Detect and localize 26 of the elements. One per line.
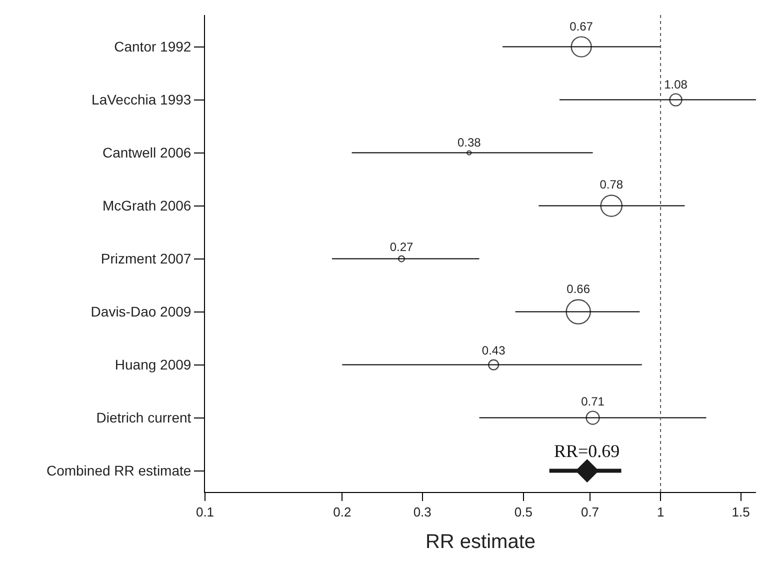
data-label: 1.08 [664, 77, 688, 92]
y-tick-label: Combined RR estimate [46, 462, 192, 479]
data-label: 0.66 [566, 282, 590, 296]
data-label: 0.71 [581, 394, 605, 409]
data-label: 0.38 [457, 135, 482, 150]
data-label: 0.78 [600, 178, 624, 192]
x-tick-label: 0.5 [514, 504, 532, 520]
data-label: 0.43 [482, 344, 506, 358]
x-tick-label: 1.5 [732, 504, 750, 520]
y-tick-label: Davis-Dao 2009 [90, 304, 192, 320]
data-label: 0.67 [570, 19, 594, 34]
y-tick-label: LaVecchia 1993 [92, 92, 192, 108]
x-axis-title: RR estimate [425, 531, 536, 554]
y-tick-label: Prizment 2007 [100, 250, 192, 267]
x-tick-label: 0.7 [580, 504, 600, 520]
x-tick-label: 0.1 [196, 504, 214, 520]
y-tick-label: Dietrich current [96, 410, 192, 426]
y-tick-label: Cantwell 2006 [102, 144, 192, 161]
y-tick-label: McGrath 2006 [102, 198, 192, 214]
y-tick-label: Huang 2009 [114, 356, 192, 373]
annotation: RR=0.69 [554, 441, 620, 461]
x-tick-label: 0.2 [333, 504, 352, 520]
x-tick-label: 1 [656, 504, 664, 520]
x-tick-label: 0.3 [413, 504, 432, 520]
data-label: 0.27 [390, 240, 414, 254]
y-tick-label: Cantor 1992 [114, 38, 192, 55]
